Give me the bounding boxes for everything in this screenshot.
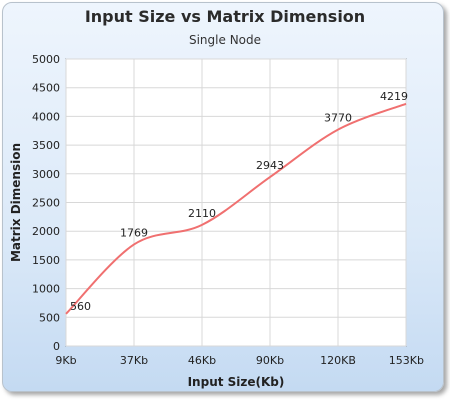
y-tick-label: 1500 — [32, 254, 60, 267]
data-label: 3770 — [324, 112, 352, 125]
x-tick-label: 46Kb — [188, 354, 216, 367]
x-axis-ticks: 9Kb 37Kb 46Kb 90Kb 120KB 153Kb — [55, 354, 424, 367]
data-label: 1769 — [120, 226, 148, 239]
y-tick-label: 5000 — [32, 53, 60, 66]
y-tick-label: 1000 — [32, 283, 60, 296]
y-axis-title: Matrix Dimension — [9, 143, 23, 262]
y-tick-label: 4000 — [32, 110, 60, 123]
y-tick-label: 4500 — [32, 82, 60, 95]
x-tick-label: 120KB — [320, 354, 356, 367]
x-tick-label: 37Kb — [120, 354, 148, 367]
x-tick-label: 90Kb — [256, 354, 284, 367]
data-label: 2943 — [256, 159, 284, 172]
y-axis-ticks: 0 500 1000 1500 2000 2500 3000 3500 4000 4500 5000 — [32, 53, 60, 353]
y-tick-label: 2500 — [32, 197, 60, 210]
data-label: 560 — [70, 300, 91, 313]
x-axis-title: Input Size(Kb) — [188, 375, 285, 389]
y-tick-label: 0 — [53, 340, 60, 353]
data-label: 4219 — [380, 90, 408, 103]
x-tick-label: 9Kb — [55, 354, 76, 367]
x-tick-label: 153Kb — [389, 354, 424, 367]
data-label: 2110 — [188, 207, 216, 220]
y-tick-label: 3500 — [32, 139, 60, 152]
y-tick-label: 3000 — [32, 168, 60, 181]
y-tick-label: 2000 — [32, 225, 60, 238]
y-tick-label: 500 — [39, 311, 60, 324]
